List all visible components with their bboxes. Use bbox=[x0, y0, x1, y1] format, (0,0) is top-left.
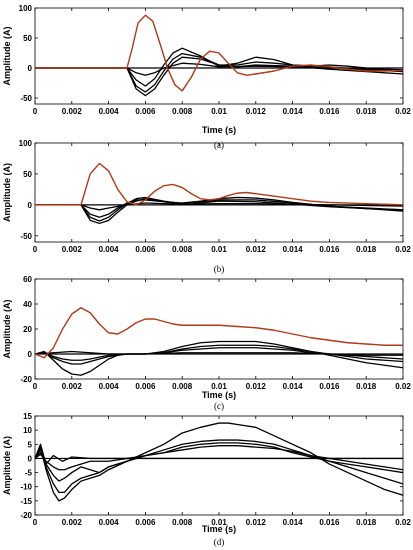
plot-area bbox=[34, 7, 404, 105]
x-tick-label: 0.01 bbox=[211, 107, 227, 116]
panel-caption: (d) bbox=[214, 537, 225, 547]
x-axis-label: Time (s) bbox=[202, 125, 236, 135]
x-tick-label: 0.012 bbox=[246, 107, 267, 116]
y-axis-label: Amplitude (A) bbox=[2, 163, 12, 222]
x-tick-label: 0.006 bbox=[135, 382, 156, 391]
x-tick-label: 0.02 bbox=[395, 245, 411, 254]
y-tick-label: 5 bbox=[28, 440, 33, 449]
x-tick-label: 0.002 bbox=[62, 382, 83, 391]
y-tick-label: 15 bbox=[23, 412, 32, 421]
series-line-2 bbox=[35, 439, 403, 494]
series-line-1 bbox=[35, 307, 403, 359]
x-tick-label: 0.01 bbox=[211, 518, 227, 527]
series-line-3 bbox=[35, 52, 403, 93]
series-line-2 bbox=[35, 340, 403, 376]
x-tick-label: 0.004 bbox=[99, 245, 120, 254]
x-tick-label: 0.004 bbox=[99, 107, 120, 116]
x-tick-label: 0.01 bbox=[211, 382, 227, 391]
y-tick-label: -15 bbox=[20, 497, 32, 506]
series-line-1 bbox=[35, 422, 403, 502]
x-tick-label: 0 bbox=[33, 382, 38, 391]
y-tick-label: -10 bbox=[20, 483, 32, 492]
x-tick-label: 0.016 bbox=[319, 245, 340, 254]
y-tick-label: 0 bbox=[28, 454, 33, 463]
series-line-4 bbox=[35, 445, 403, 471]
x-tick-label: 0.008 bbox=[172, 518, 193, 527]
series-line-5 bbox=[35, 62, 403, 76]
y-tick-label: -5 bbox=[25, 469, 33, 478]
y-tick-label: 100 bbox=[19, 139, 33, 148]
x-tick-label: 0.02 bbox=[395, 518, 411, 527]
plot-area bbox=[34, 415, 404, 516]
x-tick-label: 0.018 bbox=[356, 518, 377, 527]
y-tick-label: -20 bbox=[20, 511, 32, 520]
x-tick-label: 0.014 bbox=[283, 107, 304, 116]
chart-panel-1: 0 0.002 0.004 0.006 0.008 0.01 0.012 0.014 0.016… bbox=[2, 4, 411, 150]
plot-area bbox=[34, 142, 404, 243]
x-tick-label: 0.012 bbox=[246, 382, 267, 391]
chart-panel-4: 0 0.002 0.004 0.006 0.008 0.01 0.012 0.014 0.016… bbox=[2, 412, 411, 547]
x-tick-label: 0.014 bbox=[283, 382, 304, 391]
x-tick-label: 0 bbox=[33, 107, 38, 116]
x-tick-label: 0.008 bbox=[172, 382, 193, 391]
x-tick-label: 0.004 bbox=[99, 518, 120, 527]
x-tick-label: 0.006 bbox=[135, 245, 156, 254]
series-line-3 bbox=[35, 196, 403, 222]
x-tick-label: 0.004 bbox=[99, 382, 120, 391]
series-line-1 bbox=[35, 162, 403, 206]
y-tick-label: 10 bbox=[23, 426, 32, 435]
y-tick-label: 40 bbox=[23, 300, 32, 309]
x-tick-label: 0.002 bbox=[62, 518, 83, 527]
x-tick-label: 0.012 bbox=[246, 518, 267, 527]
x-tick-label: 0.014 bbox=[283, 245, 304, 254]
x-tick-label: 0.002 bbox=[62, 245, 83, 254]
y-tick-label: 0 bbox=[28, 350, 33, 359]
series-line-5 bbox=[35, 202, 403, 211]
series-line-5 bbox=[35, 350, 403, 356]
x-tick-label: 0 bbox=[33, 245, 38, 254]
y-tick-label: -50 bbox=[20, 94, 32, 103]
y-axis-label: Amplitude (A) bbox=[2, 27, 12, 86]
series-line-4 bbox=[35, 56, 403, 97]
x-tick-label: 0.01 bbox=[211, 245, 227, 254]
x-tick-label: 0.02 bbox=[395, 107, 411, 116]
chart-panel-3: 0 0.002 0.004 0.006 0.008 0.01 0.012 0.014 0.016… bbox=[2, 275, 411, 411]
x-tick-label: 0.002 bbox=[62, 107, 83, 116]
plot-area bbox=[34, 278, 404, 380]
x-tick-label: 0.016 bbox=[319, 382, 340, 391]
y-tick-label: 20 bbox=[23, 325, 32, 334]
x-tick-label: 0.016 bbox=[319, 107, 340, 116]
x-axis-label: Time (s) bbox=[202, 390, 236, 400]
y-tick-label: 100 bbox=[19, 4, 33, 13]
y-tick-label: 60 bbox=[23, 275, 32, 284]
chart-panel-2: 0 0.002 0.004 0.006 0.008 0.01 0.012 0.014 0.016… bbox=[2, 139, 411, 274]
y-tick-label: 50 bbox=[23, 170, 32, 179]
y-tick-label: 0 bbox=[28, 64, 33, 73]
x-tick-label: 0.014 bbox=[283, 518, 304, 527]
x-tick-label: 0.018 bbox=[356, 245, 377, 254]
panel-caption: (b) bbox=[214, 264, 225, 274]
y-axis-label: Amplitude (A) bbox=[2, 436, 12, 495]
series-line-5 bbox=[35, 443, 403, 465]
y-tick-label: 0 bbox=[28, 201, 33, 210]
x-tick-label: 0.008 bbox=[172, 245, 193, 254]
series-line-1 bbox=[35, 14, 403, 92]
x-tick-label: 0.016 bbox=[319, 518, 340, 527]
x-tick-label: 0.006 bbox=[135, 107, 156, 116]
x-tick-label: 0.018 bbox=[356, 107, 377, 116]
x-tick-label: 0 bbox=[33, 518, 38, 527]
x-axis-label: Time (s) bbox=[202, 524, 236, 534]
y-axis-label: Amplitude (A) bbox=[2, 300, 12, 359]
panel-caption: (c) bbox=[214, 401, 224, 411]
x-tick-label: 0.006 bbox=[135, 518, 156, 527]
y-tick-label: -20 bbox=[20, 375, 32, 384]
x-tick-label: 0.018 bbox=[356, 382, 377, 391]
x-tick-label: 0.02 bbox=[395, 382, 411, 391]
y-tick-label: 50 bbox=[23, 34, 32, 43]
x-tick-label: 0.008 bbox=[172, 107, 193, 116]
y-tick-label: -50 bbox=[20, 232, 32, 241]
x-tick-label: 0.012 bbox=[246, 245, 267, 254]
